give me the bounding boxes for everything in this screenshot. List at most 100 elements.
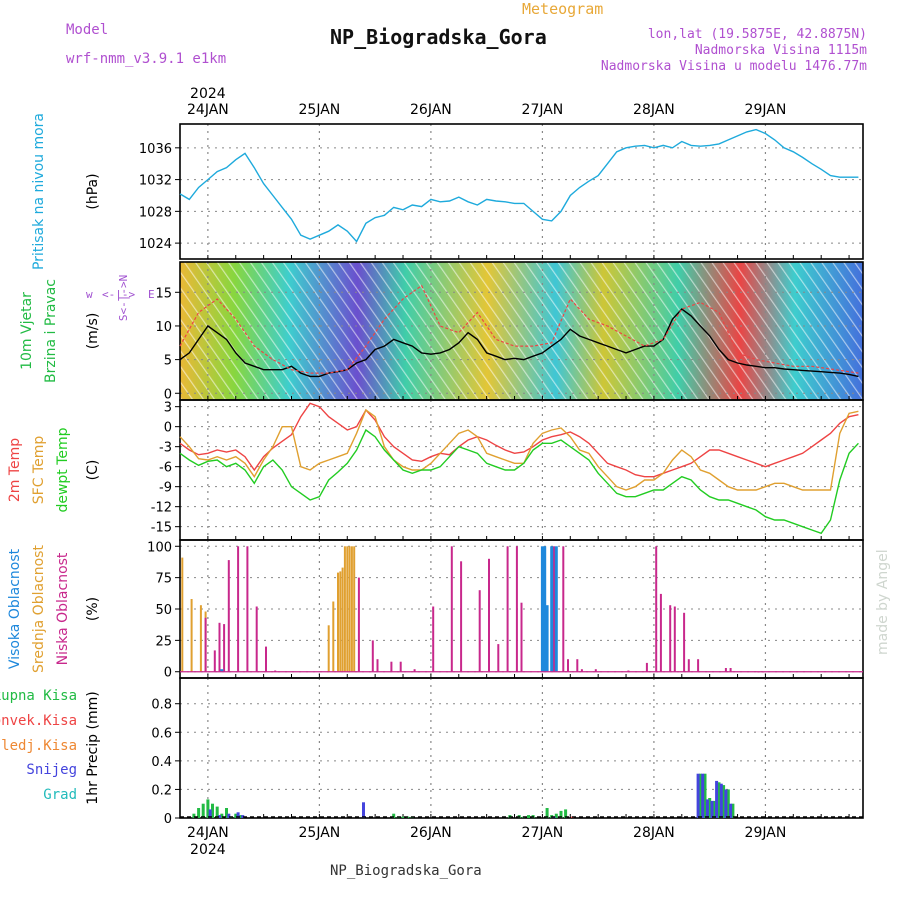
bar-total_precip bbox=[712, 800, 716, 818]
bar-high_cloud bbox=[545, 605, 549, 672]
bottom-year-label: 2024 bbox=[190, 842, 226, 858]
bar-snow bbox=[218, 815, 221, 818]
station-title: NP_Biogradska_Gora bbox=[330, 25, 547, 49]
bar-snow bbox=[705, 799, 709, 818]
axes-layer: 1024 1028 1032 1036 (hPa) Pritisak na nivou m… bbox=[0, 86, 864, 858]
bar-low_cloud bbox=[669, 605, 672, 672]
bar-mid_cloud bbox=[337, 572, 339, 672]
bar-low_cloud bbox=[659, 593, 662, 672]
bar-low_cloud bbox=[478, 590, 481, 672]
bar-total_precip bbox=[201, 803, 205, 818]
y-tick-label: 0.4 bbox=[151, 755, 172, 770]
bar-mid_cloud bbox=[199, 605, 202, 672]
watermark: made by Angel bbox=[875, 549, 891, 655]
bar-total_precip bbox=[717, 782, 721, 818]
bottom-day-label: 28JAN bbox=[633, 825, 675, 841]
bar-mid_cloud bbox=[346, 546, 349, 672]
bottom-day-label: 25JAN bbox=[299, 825, 341, 841]
bar-total_precip bbox=[708, 798, 712, 818]
y-tick-label: 1036 bbox=[139, 142, 172, 157]
y-tick-label: -9 bbox=[159, 481, 172, 496]
bar-snow bbox=[696, 773, 700, 818]
y-tick-label: 75 bbox=[155, 572, 172, 587]
y-tick-label: 0 bbox=[164, 421, 172, 436]
bar-mid_cloud bbox=[348, 546, 351, 672]
bar-low_cloud bbox=[488, 558, 490, 672]
bar-low_cloud bbox=[687, 659, 690, 672]
bar-total_precip bbox=[401, 816, 405, 818]
bar-low_cloud bbox=[399, 661, 402, 672]
bar-snow bbox=[715, 780, 719, 818]
bar-low_cloud bbox=[673, 606, 676, 672]
bar-high_cloud bbox=[540, 546, 544, 672]
bar-mid_cloud bbox=[339, 571, 342, 672]
y-tick-label: -6 bbox=[159, 461, 172, 476]
panel-label-wind: 10m Vjetar bbox=[19, 292, 35, 370]
panel-unit-cloud: (%) bbox=[85, 597, 101, 621]
bar-total_precip bbox=[215, 806, 219, 818]
bar-high_cloud bbox=[550, 546, 554, 672]
y-tick-label: 25 bbox=[155, 634, 172, 649]
bar-total_precip bbox=[722, 785, 726, 818]
wind-dir-label: <-|-> bbox=[102, 288, 135, 301]
bar-total_precip bbox=[211, 803, 214, 818]
y-tick-label: 0 bbox=[164, 387, 172, 402]
top-year-label: 2024 bbox=[190, 86, 226, 102]
wind-dir-label-vertical: S<-|->N bbox=[117, 275, 130, 321]
top-day-label: 29JAN bbox=[745, 102, 787, 118]
series-line-temp2m bbox=[179, 402, 859, 478]
bar-low_cloud bbox=[265, 646, 267, 672]
bar-total_precip bbox=[564, 809, 568, 818]
y-tick-label: 1032 bbox=[139, 174, 172, 189]
y-tick-label: 0.8 bbox=[151, 698, 172, 713]
y-tick-label: 50 bbox=[155, 603, 172, 618]
bar-low_cloud bbox=[683, 612, 686, 672]
top-day-label: 27JAN bbox=[522, 102, 564, 118]
top-day-label: 26JAN bbox=[410, 102, 452, 118]
bar-total_precip bbox=[192, 813, 196, 818]
bar-low_cloud bbox=[460, 561, 463, 672]
bar-mid_cloud bbox=[350, 546, 353, 672]
meteogram-label: Meteogram bbox=[522, 0, 603, 18]
bar-high_cloud bbox=[543, 546, 547, 672]
bar-snow bbox=[236, 812, 240, 818]
bar-high_cloud bbox=[554, 546, 558, 672]
y-tick-label: -3 bbox=[159, 441, 172, 456]
bar-low_cloud bbox=[204, 617, 207, 672]
panel-label-wind: Brzina i Pravac bbox=[43, 279, 59, 383]
bar-low_cloud bbox=[255, 606, 258, 672]
bar-total_precip bbox=[234, 813, 238, 818]
bar-low_cloud bbox=[594, 669, 597, 672]
bar-mid_cloud bbox=[332, 601, 335, 672]
bar-low_cloud bbox=[724, 668, 727, 672]
bar-snow bbox=[710, 800, 714, 818]
bar-low_cloud bbox=[413, 669, 416, 672]
bar-total_precip bbox=[731, 803, 735, 818]
bar-snow bbox=[362, 802, 365, 818]
panel-label-temperature: SFC Temp bbox=[31, 436, 47, 505]
bar-snow bbox=[701, 773, 705, 818]
panel-label-cloud: Niska Oblacnost bbox=[55, 552, 71, 665]
y-tick-label: 3 bbox=[164, 401, 172, 416]
wind-barb-texture bbox=[180, 262, 863, 400]
bar-low_cloud bbox=[227, 560, 230, 672]
bar-low_cloud bbox=[357, 577, 360, 672]
bar-total_precip bbox=[225, 808, 228, 818]
bar-snow bbox=[208, 809, 212, 818]
bar-low_cloud bbox=[520, 602, 523, 672]
bar-low_cloud bbox=[655, 546, 658, 672]
y-tick-label: 0 bbox=[164, 812, 172, 827]
model-elevation-label: Nadmorska Visina u modelu 1476.77m bbox=[601, 59, 867, 74]
bar-total_precip bbox=[554, 813, 558, 818]
series-line-pressure bbox=[179, 128, 859, 243]
precip-legend-label: Konvek.Kisa bbox=[0, 713, 77, 729]
bar-low_cloud bbox=[729, 668, 732, 672]
bar-low_cloud bbox=[506, 546, 509, 672]
panel-label-temperature: dewpt Temp bbox=[55, 427, 71, 512]
bar-total_precip bbox=[703, 773, 707, 818]
bar-mid_cloud bbox=[181, 557, 184, 672]
y-tick-label: -15 bbox=[151, 521, 172, 536]
bar-low_cloud bbox=[562, 546, 565, 672]
panel-label-temperature: 2m Temp bbox=[7, 438, 23, 502]
y-tick-label: 0 bbox=[164, 666, 172, 681]
